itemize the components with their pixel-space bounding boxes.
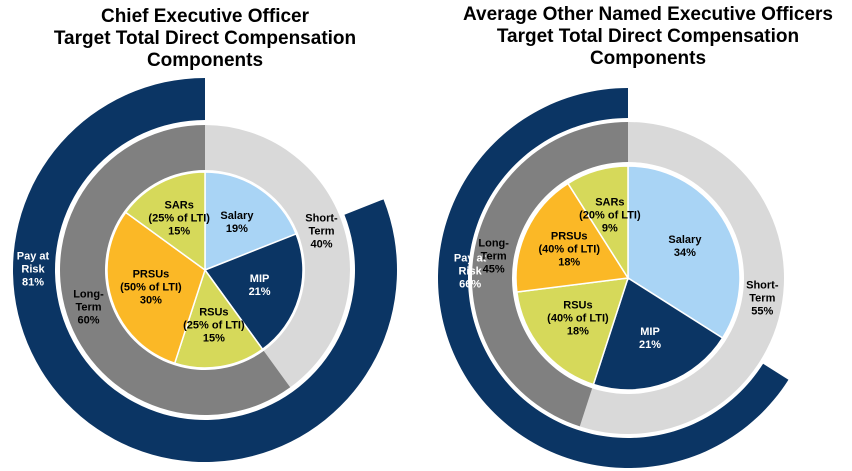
segment-note: (25% of LTI): [148, 212, 210, 225]
middle-label: Short-Term 55%: [740, 280, 784, 319]
inner-segment: [566, 165, 629, 281]
segment-name: Salary: [220, 209, 254, 222]
outer-label: Pay at Risk 81%: [11, 251, 55, 290]
middle-segment: [579, 122, 784, 434]
title-line: Chief Executive Officer: [100, 6, 310, 27]
title-line: Target Total Direct Compensation: [496, 26, 800, 47]
segment-name: Pay at Risk: [453, 252, 487, 278]
segment-name: RSUs: [563, 299, 593, 312]
outer-label: Pay at Risk 66%: [448, 253, 492, 292]
middle-segment: [59, 125, 291, 415]
inner-label: RSUs (40% of LTI) 18%: [547, 300, 609, 339]
inner-label: Salary 34%: [668, 234, 701, 260]
segment-name: RSUs: [199, 306, 229, 319]
segment-value: 34%: [673, 246, 696, 259]
inner-label: RSUs (25% of LTI) 15%: [183, 307, 245, 346]
segment-value: 81%: [21, 276, 45, 289]
segment-value: 60%: [77, 314, 100, 327]
segment-value: 18%: [566, 325, 589, 338]
segment-name: Long-Term: [73, 288, 104, 314]
middle-label: Long-Term 60%: [66, 288, 110, 327]
middle-label: Long-Term 45%: [472, 237, 516, 276]
middle-segment: [472, 122, 628, 427]
segment-note: (50% of LTI): [120, 281, 182, 294]
segment-value: 30%: [139, 294, 162, 307]
segment-value: 45%: [482, 263, 505, 276]
title-line: Components: [146, 50, 264, 71]
segment-name: Short-Term: [305, 212, 338, 238]
inner-label: MIP 21%: [249, 273, 271, 299]
inner-label: Salary 19%: [220, 210, 253, 236]
inner-segment: [203, 232, 304, 351]
segment-name: PRSUs: [132, 268, 170, 281]
inner-label: SARs (25% of LTI) 15%: [148, 200, 210, 239]
inner-label: PRSUs (40% of LTI) 18%: [538, 231, 600, 270]
segment-name: MIP: [249, 272, 270, 285]
middle-label: Short-Term 40%: [300, 213, 344, 252]
segment-name: Salary: [668, 233, 702, 246]
title-line: Average Other Named Executive Officers: [463, 4, 833, 25]
segment-value: 15%: [168, 225, 191, 238]
segment-value: 19%: [225, 222, 248, 235]
segment-value: 66%: [459, 278, 482, 291]
inner-label: SARs (20% of LTI) 9%: [579, 196, 641, 235]
chart-title: Average Other Named Executive Officers Ta…: [463, 4, 833, 70]
inner-label: MIP 21%: [639, 326, 661, 352]
inner-segment: [173, 268, 264, 369]
inner-segment: [106, 211, 206, 365]
segment-name: Long-Term: [478, 237, 509, 263]
inner-segment: [516, 277, 630, 386]
segment-note: (25% of LTI): [183, 319, 245, 332]
inner-segment: [592, 276, 724, 391]
inner-segment: [124, 171, 206, 272]
segment-name: PRSUs: [550, 230, 588, 243]
title-line: Target Total Direct Compensation: [53, 28, 357, 49]
segment-note: (40% of LTI): [538, 243, 600, 256]
segment-note: (40% of LTI): [547, 312, 609, 325]
middle-segment: [205, 125, 350, 388]
segment-value: 55%: [751, 305, 774, 318]
segment-value: 21%: [638, 339, 662, 352]
title-line: Components: [589, 48, 707, 69]
segment-value: 15%: [202, 332, 225, 345]
inner-segment: [204, 171, 298, 272]
inner-label: PRSUs (50% of LTI) 30%: [120, 268, 182, 307]
segment-value: 18%: [558, 256, 581, 269]
segment-value: 40%: [310, 238, 333, 251]
segment-name: Short-Term: [746, 279, 779, 305]
segment-value: 21%: [248, 285, 271, 298]
chart-title: Chief Executive Officer Target Total Dire…: [54, 6, 356, 72]
segment-note: (20% of LTI): [579, 209, 641, 222]
segment-value: 9%: [601, 222, 618, 235]
segment-name: MIP: [640, 326, 660, 339]
inner-segment: [515, 182, 630, 293]
segment-name: SARs: [164, 199, 194, 212]
segment-name: SARs: [595, 196, 625, 209]
segment-name: Pay at Risk: [16, 250, 50, 276]
